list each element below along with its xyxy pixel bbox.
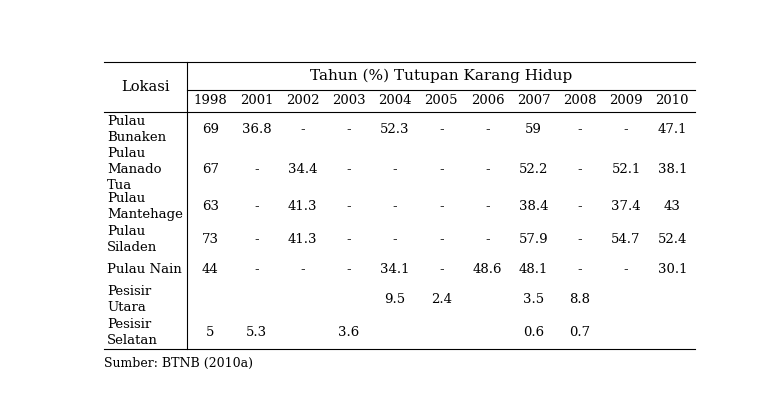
Text: 36.8: 36.8 <box>241 123 272 136</box>
Text: 2002: 2002 <box>286 94 320 107</box>
Text: 52.4: 52.4 <box>657 233 687 246</box>
Text: 37.4: 37.4 <box>611 200 641 213</box>
Text: Lokasi: Lokasi <box>121 80 170 94</box>
Text: -: - <box>439 263 444 276</box>
Text: 57.9: 57.9 <box>519 233 549 246</box>
Text: -: - <box>255 200 259 213</box>
Text: 0.6: 0.6 <box>523 326 544 339</box>
Text: 0.7: 0.7 <box>570 326 591 339</box>
Text: -: - <box>485 233 490 246</box>
Text: 41.3: 41.3 <box>288 200 317 213</box>
Text: -: - <box>439 233 444 246</box>
Text: 2006: 2006 <box>471 94 504 107</box>
Text: 52.2: 52.2 <box>519 163 549 175</box>
Text: 2003: 2003 <box>332 94 365 107</box>
Text: -: - <box>393 200 397 213</box>
Text: 38.1: 38.1 <box>657 163 687 175</box>
Text: Pesisir
Selatan: Pesisir Selatan <box>107 318 158 347</box>
Text: -: - <box>577 263 582 276</box>
Text: 43: 43 <box>663 200 681 213</box>
Text: 52.1: 52.1 <box>611 163 641 175</box>
Text: 2007: 2007 <box>517 94 550 107</box>
Text: Pulau Nain: Pulau Nain <box>107 263 182 276</box>
Text: 48.1: 48.1 <box>519 263 549 276</box>
Text: -: - <box>347 200 352 213</box>
Text: -: - <box>393 233 397 246</box>
Text: 54.7: 54.7 <box>611 233 641 246</box>
Text: 3.6: 3.6 <box>338 326 359 339</box>
Text: Pulau
Manado
Tua: Pulau Manado Tua <box>107 146 161 192</box>
Text: 2010: 2010 <box>656 94 689 107</box>
Text: 2008: 2008 <box>563 94 597 107</box>
Text: 38.4: 38.4 <box>519 200 549 213</box>
Text: -: - <box>577 233 582 246</box>
Text: 69: 69 <box>202 123 219 136</box>
Text: 2.4: 2.4 <box>431 293 452 306</box>
Text: 48.6: 48.6 <box>473 263 502 276</box>
Text: -: - <box>485 200 490 213</box>
Text: 1998: 1998 <box>193 94 227 107</box>
Text: 59: 59 <box>525 123 542 136</box>
Text: -: - <box>485 123 490 136</box>
Text: -: - <box>255 163 259 175</box>
Text: 30.1: 30.1 <box>657 263 687 276</box>
Text: Pesisir
Utara: Pesisir Utara <box>107 285 151 314</box>
Text: 5.3: 5.3 <box>246 326 267 339</box>
Text: -: - <box>300 263 305 276</box>
Text: 52.3: 52.3 <box>380 123 410 136</box>
Text: -: - <box>485 163 490 175</box>
Text: 63: 63 <box>202 200 219 213</box>
Text: 34.4: 34.4 <box>288 163 317 175</box>
Text: 41.3: 41.3 <box>288 233 317 246</box>
Text: 73: 73 <box>202 233 219 246</box>
Text: Pulau
Mantehage: Pulau Mantehage <box>107 192 183 221</box>
Text: -: - <box>347 163 352 175</box>
Text: 44: 44 <box>202 263 219 276</box>
Text: Pulau
Bunaken: Pulau Bunaken <box>107 115 166 144</box>
Text: -: - <box>347 123 352 136</box>
Text: -: - <box>255 233 259 246</box>
Text: -: - <box>393 163 397 175</box>
Text: Tahun (%) Tutupan Karang Hidup: Tahun (%) Tutupan Karang Hidup <box>310 69 573 83</box>
Text: 67: 67 <box>202 163 219 175</box>
Text: -: - <box>577 123 582 136</box>
Text: 34.1: 34.1 <box>380 263 410 276</box>
Text: -: - <box>255 263 259 276</box>
Text: 9.5: 9.5 <box>385 293 406 306</box>
Text: 3.5: 3.5 <box>523 293 544 306</box>
Text: 5: 5 <box>206 326 214 339</box>
Text: 8.8: 8.8 <box>570 293 591 306</box>
Text: 2009: 2009 <box>609 94 643 107</box>
Text: -: - <box>347 233 352 246</box>
Text: -: - <box>439 163 444 175</box>
Text: -: - <box>439 200 444 213</box>
Text: -: - <box>347 263 352 276</box>
Text: -: - <box>624 123 629 136</box>
Text: -: - <box>577 163 582 175</box>
Text: 2001: 2001 <box>240 94 273 107</box>
Text: 2005: 2005 <box>424 94 458 107</box>
Text: -: - <box>300 123 305 136</box>
Text: -: - <box>577 200 582 213</box>
Text: -: - <box>624 263 629 276</box>
Text: Pulau
Siladen: Pulau Siladen <box>107 225 158 254</box>
Text: 2004: 2004 <box>379 94 412 107</box>
Text: 47.1: 47.1 <box>657 123 687 136</box>
Text: -: - <box>439 123 444 136</box>
Text: Sumber: BTNB (2010a): Sumber: BTNB (2010a) <box>104 357 253 370</box>
